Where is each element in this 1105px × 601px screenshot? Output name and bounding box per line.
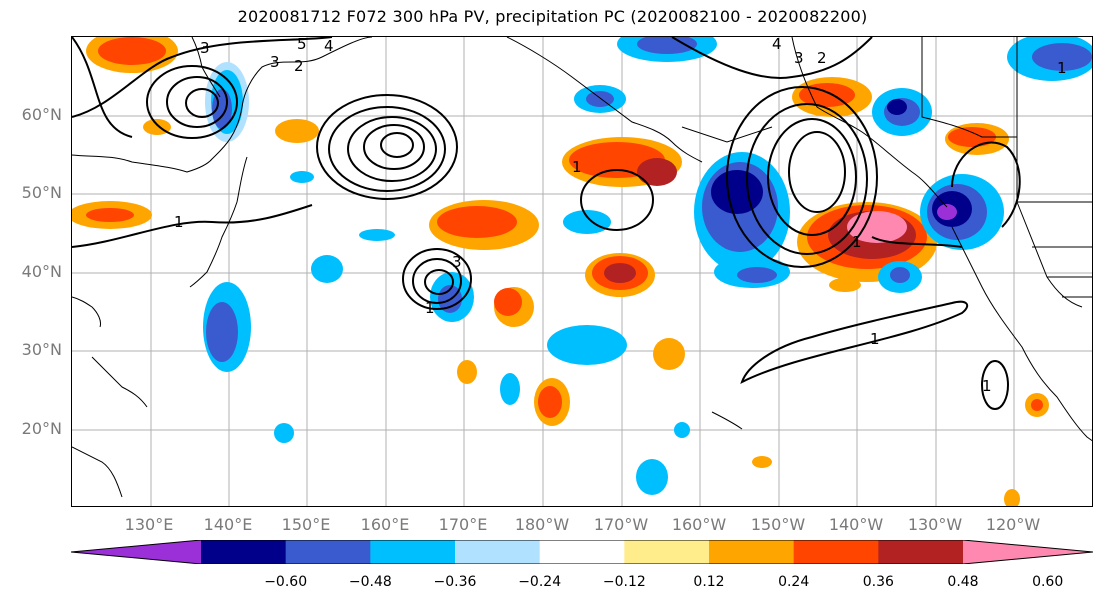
lat-label-60n: 60°N <box>21 105 62 124</box>
lon-label: 180°W <box>514 515 570 534</box>
lon-label: 120°W <box>985 515 1041 534</box>
colorbar-segment <box>71 540 201 564</box>
contour-label: 1 <box>852 233 862 251</box>
coastlines <box>72 37 1092 498</box>
contour-label: 1 <box>982 377 992 395</box>
contour-label: 3 <box>200 39 210 57</box>
colorbar-tick-label: −0.36 <box>433 574 477 590</box>
colorbar-tick-label: 0.12 <box>693 574 725 590</box>
lat-label-30n: 30°N <box>21 340 62 359</box>
lon-label: 170°E <box>438 515 488 534</box>
lon-label: 140°E <box>203 515 253 534</box>
contour-label: 4 <box>772 37 782 53</box>
pv-contours <box>72 37 1021 410</box>
colorbar-segment <box>539 540 625 564</box>
contour-label: 3 <box>270 53 280 71</box>
colorbar <box>71 540 1093 564</box>
contour-label: 1 <box>174 213 184 231</box>
lon-label: 140°W <box>828 515 884 534</box>
colorbar-tick-label: 0.36 <box>862 574 894 590</box>
colorbar-segment <box>370 540 456 564</box>
contour-label: 5 <box>297 37 307 53</box>
lon-label: 160°E <box>360 515 410 534</box>
colorbar-segment <box>624 540 710 564</box>
contour-label: 2 <box>294 57 304 75</box>
lon-label: 150°E <box>281 515 331 534</box>
lat-label-50n: 50°N <box>21 183 62 202</box>
colorbar-tick-label: 0.48 <box>947 574 979 590</box>
colorbar-segments <box>71 540 1093 564</box>
colorbar-segment <box>793 540 879 564</box>
colorbar-tick-label: −0.48 <box>348 574 392 590</box>
map-title: 2020081712 F072 300 hPa PV, precipitatio… <box>237 7 868 26</box>
lon-label: 150°W <box>750 515 806 534</box>
colorbar-tick-label: −0.12 <box>602 574 646 590</box>
lat-label-20n: 20°N <box>21 419 62 438</box>
contour-labels: 3 5 4 3 2 1 1 3 1 4 3 2 1 1 1 1 <box>174 37 1067 395</box>
map-canvas: 3 5 4 3 2 1 1 3 1 4 3 2 1 1 1 1 <box>72 37 1092 506</box>
contour-label: 1 <box>425 299 435 317</box>
contour-label: 1 <box>572 158 582 176</box>
colorbar-segment <box>963 540 1093 564</box>
lon-label: 130°E <box>124 515 174 534</box>
contour-label: 4 <box>324 37 334 55</box>
colorbar-segment <box>285 540 371 564</box>
precip-shading <box>72 37 1092 506</box>
map-frame: 3 5 4 3 2 1 1 3 1 4 3 2 1 1 1 1 <box>71 36 1093 507</box>
colorbar-segment <box>878 540 964 564</box>
contour-label: 1 <box>870 330 880 348</box>
colorbar-segment <box>201 540 287 564</box>
lon-label: 160°W <box>671 515 727 534</box>
contour-label: 3 <box>794 49 804 67</box>
lat-label-40n: 40°N <box>21 262 62 281</box>
colorbar-tick-label: 0.60 <box>1032 574 1064 590</box>
colorbar-segment <box>455 540 541 564</box>
colorbar-tick-label: −0.24 <box>518 574 562 590</box>
contour-label: 3 <box>452 253 462 271</box>
colorbar-segment <box>709 540 795 564</box>
contour-label: 1 <box>1057 59 1067 77</box>
colorbar-tick-label: 0.24 <box>778 574 810 590</box>
lon-label: 170°W <box>593 515 649 534</box>
colorbar-tick-label: −0.60 <box>264 574 308 590</box>
contour-label: 2 <box>817 49 827 67</box>
lon-label: 130°W <box>907 515 963 534</box>
